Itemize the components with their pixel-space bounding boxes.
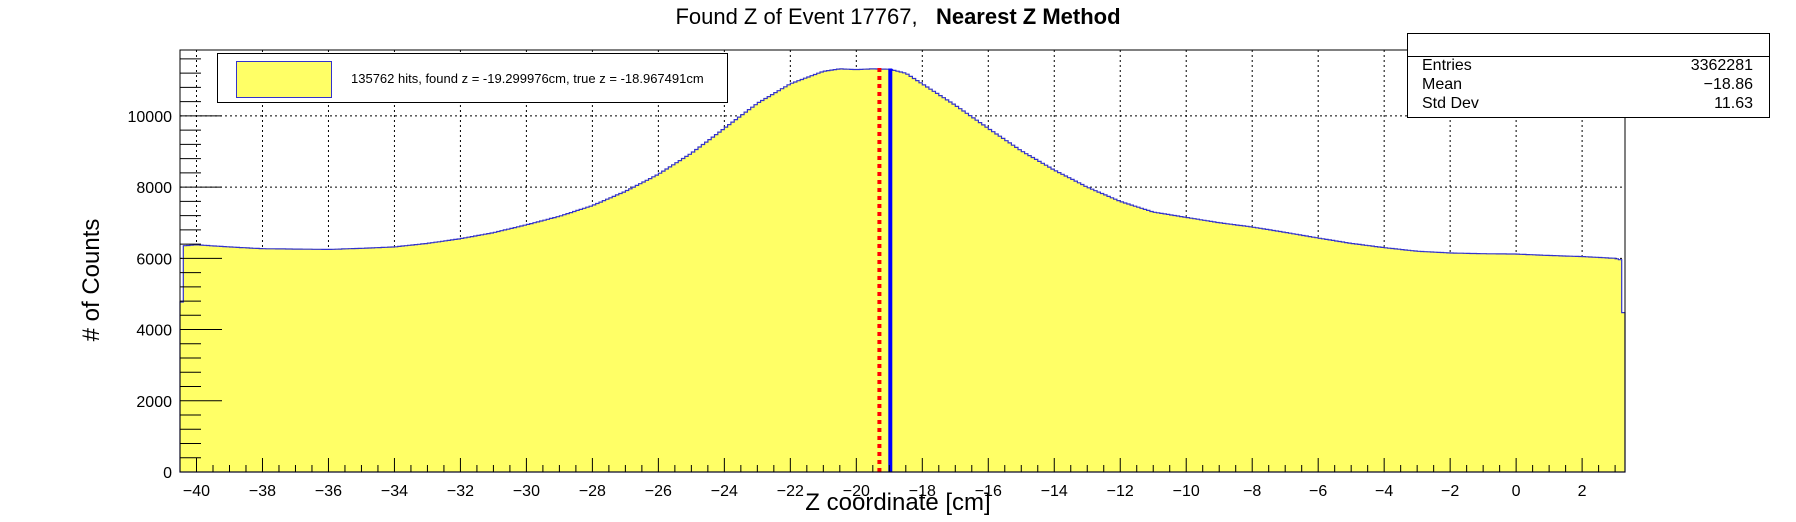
y-tick-label: 2000 [136,394,172,411]
x-tick-label: −22 [777,483,804,500]
y-tick-label: 8000 [136,180,172,197]
x-tick-label: −26 [645,483,672,500]
y-tick-label: 6000 [136,251,172,268]
x-tick-label: −24 [711,483,738,500]
x-tick-label: −14 [1041,483,1068,500]
plot-frame [179,49,1626,473]
x-axis-title: Z coordinate [cm] [805,489,991,516]
x-tick-label: −10 [1173,483,1200,500]
legend-entry-label: 135762 hits, found z = -19.299976cm, tru… [351,71,704,86]
x-tick-label: −40 [183,483,210,500]
chart-title-method: Nearest Z Method [935,4,1121,29]
x-tick-label: 2 [1578,483,1587,500]
x-tick-label: −32 [447,483,474,500]
x-tick-label: −38 [249,483,276,500]
x-tick-label: 0 [1512,483,1521,500]
x-tick-label: −36 [315,483,342,500]
stats-row-entries: Entries 3362281 [1408,57,1769,76]
chart-title: Found Z of Event 17767, Nearest Z Method [0,4,1796,30]
x-tick-label: −12 [1107,483,1134,500]
x-tick-label: −34 [381,483,408,500]
x-tick-label: −18 [909,483,936,500]
chart-title-prefix: Found Z of Event 17767, [675,4,918,29]
x-tick-label: −16 [975,483,1002,500]
y-tick-label: 10000 [128,109,173,126]
stats-value: −18.86 [1703,76,1753,93]
x-tick-label: −30 [513,483,540,500]
x-tick-label: −2 [1441,483,1459,500]
stats-key: Std Dev [1422,95,1479,112]
stats-value: 3362281 [1690,57,1753,74]
legend-swatch [236,61,332,98]
y-tick-label: 4000 [136,323,172,340]
x-tick-label: −8 [1243,483,1261,500]
y-tick-label: 0 [163,465,172,482]
legend-box: 135762 hits, found z = -19.299976cm, tru… [217,53,728,103]
x-tick-label: −6 [1309,483,1327,500]
stats-value: 11.63 [1714,95,1753,112]
stats-key: Entries [1422,57,1472,74]
histogram-series [179,68,1626,473]
stats-box: Entries 3362281 Mean −18.86 Std Dev 11.6… [1407,33,1770,118]
stats-row-mean: Mean −18.86 [1408,76,1769,95]
stats-header [1408,34,1769,57]
x-tick-label: −4 [1375,483,1393,500]
x-tick-label: −20 [843,483,870,500]
stats-key: Mean [1422,76,1463,93]
stats-row-stddev: Std Dev 11.63 [1408,95,1769,114]
y-axis-title: # of Counts [78,218,105,342]
x-tick-label: −28 [579,483,606,500]
